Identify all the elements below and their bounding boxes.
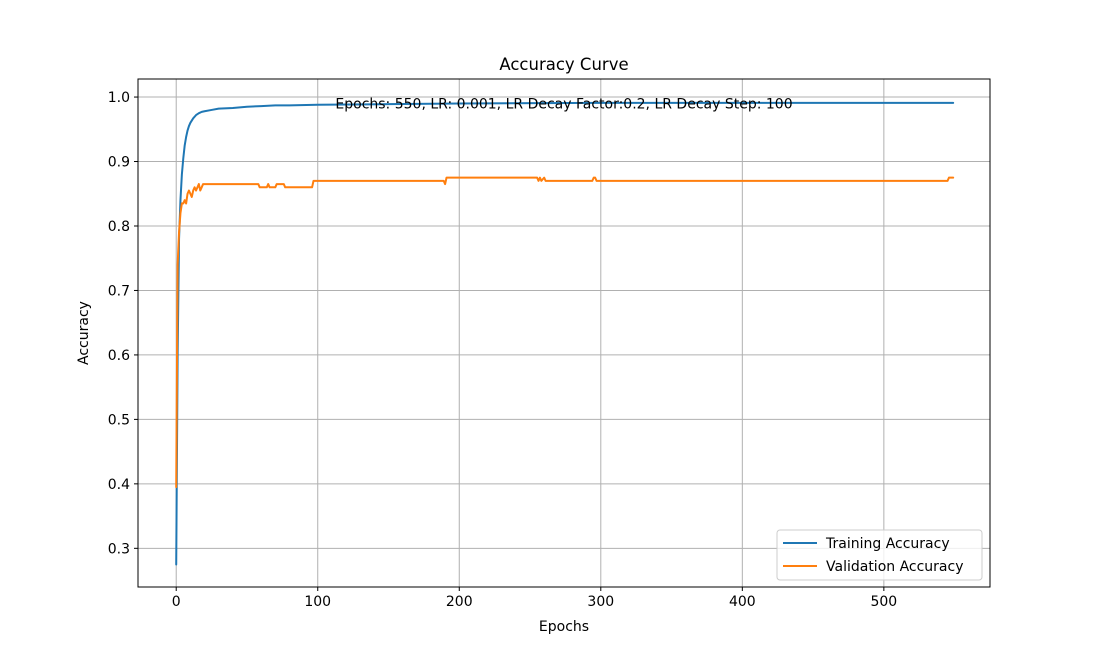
y-tick-label: 0.7: [108, 283, 130, 299]
legend-label-training: Training Accuracy: [825, 536, 950, 552]
training-accuracy-line: [175, 101, 955, 566]
y-tick-label: 0.9: [108, 155, 130, 171]
x-tick-label: 400: [729, 594, 756, 610]
legend-label-validation: Validation Accuracy: [826, 559, 964, 575]
plot-area-frame: [137, 78, 991, 588]
series-lines: [175, 101, 955, 566]
grid-lines: [138, 79, 990, 587]
y-tick-label: 1.0: [108, 90, 130, 106]
y-axis-label: Accuracy: [76, 301, 92, 365]
validation-accuracy-line: [175, 176, 955, 489]
y-tick-label: 0.4: [108, 477, 130, 493]
x-tick-label: 300: [587, 594, 614, 610]
hyperparameter-annotation: Epochs: 550, LR: 0.001, LR Decay Factor:…: [335, 96, 792, 112]
chart-title: Accuracy Curve: [499, 55, 628, 74]
x-tick-label: 200: [446, 594, 473, 610]
x-axis-label: Epochs: [539, 619, 589, 635]
y-tick-label: 0.3: [108, 541, 130, 557]
y-tick-label: 0.8: [108, 219, 130, 235]
x-tick-label: 500: [870, 594, 897, 610]
legend-box: [776, 529, 983, 581]
x-tick-label: 0: [172, 594, 181, 610]
axis-ticks: 0 100 200 300 400 500 0.3 0.4 0.5 0.6 0.7 0.8 0.9 1.0: [108, 90, 897, 610]
x-tick-label: 100: [304, 594, 331, 610]
y-tick-label: 0.5: [108, 412, 130, 428]
y-tick-label: 0.6: [108, 348, 130, 364]
legend: Training Accuracy Validation Accuracy: [776, 529, 983, 581]
